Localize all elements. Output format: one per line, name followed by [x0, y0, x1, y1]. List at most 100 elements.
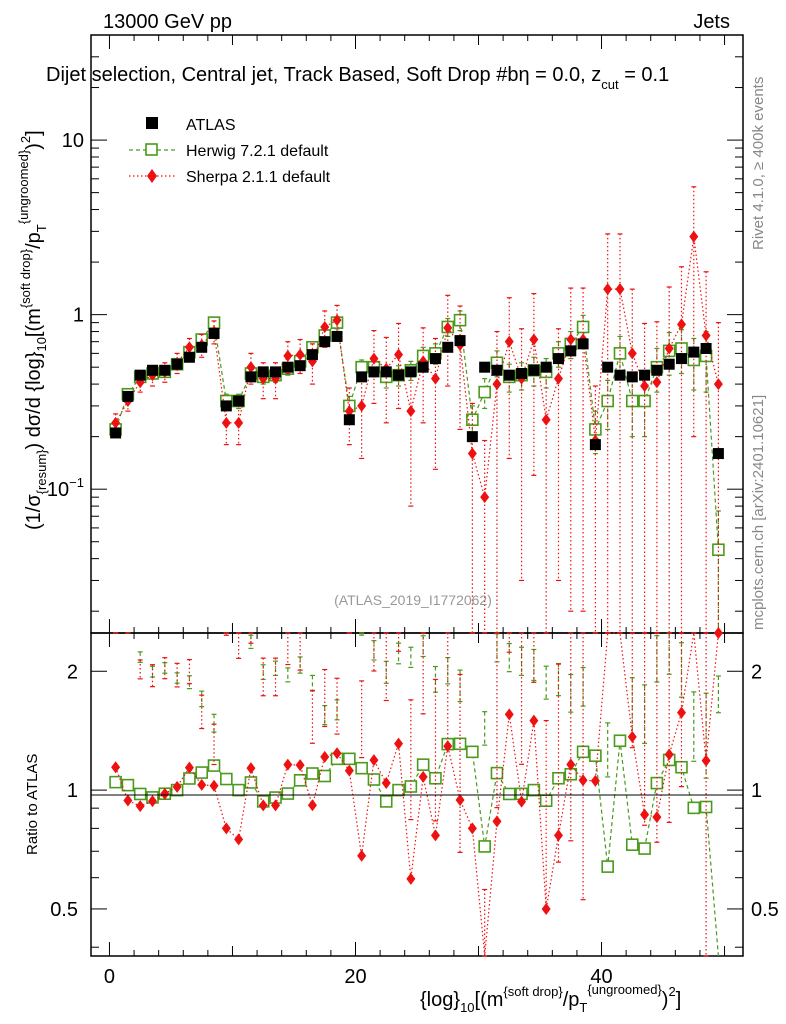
sherpa-ratio-point — [160, 787, 170, 800]
sherpa-ratio-point — [664, 748, 674, 761]
atlas-series-main — [110, 327, 724, 460]
sherpa-ratio-point — [455, 794, 465, 807]
atlas-point — [540, 361, 552, 373]
chart-title-cut: cut — [601, 77, 619, 92]
atlas-point — [466, 431, 478, 443]
sherpa-ratio-point — [197, 778, 207, 791]
sherpa-ratio-point — [578, 774, 588, 787]
atlas-point — [454, 335, 466, 347]
herwig-point — [355, 360, 368, 374]
legend-herwig-marker — [145, 143, 158, 156]
sherpa-ratio-point — [553, 829, 563, 842]
x-tick-label: 40 — [590, 966, 612, 988]
ratio-y-tick-label-right: 2 — [751, 661, 762, 683]
herwig-ratio-point — [675, 760, 688, 774]
atlas-point — [343, 414, 355, 426]
sherpa-ratio-point — [394, 737, 404, 750]
sherpa-series-ratio — [111, 627, 723, 957]
energy-label: 13000 GeV pp — [103, 11, 232, 33]
sherpa-ratio-point — [283, 758, 293, 771]
herwig-ratio-point — [121, 778, 135, 792]
sherpa-ratio-point — [443, 740, 453, 753]
atlas-point — [110, 427, 122, 439]
analysis-id: (ATLAS_2019_I1772062) — [334, 592, 492, 608]
atlas-point — [233, 395, 245, 407]
atlas-point — [356, 371, 368, 383]
atlas-point — [122, 390, 134, 402]
sherpa-ratio-point — [492, 815, 502, 828]
x-axis-label: {log}10[(m{soft drop}/pT{ungroomed})2] — [420, 982, 681, 1015]
sherpa-point — [443, 321, 453, 334]
sherpa-point — [689, 230, 699, 243]
sherpa-point — [111, 416, 121, 429]
herwig-ratio-point — [576, 745, 590, 759]
atlas-point — [503, 369, 515, 381]
herwig-point — [675, 342, 688, 355]
sherpa-point — [615, 283, 625, 296]
sherpa-ratio-point — [640, 808, 650, 821]
sherpa-point — [283, 349, 293, 362]
sherpa-ratio-point — [467, 822, 477, 835]
atlas-point — [700, 342, 712, 354]
sherpa-ratio-point — [234, 833, 244, 846]
herwig-ratio-point — [207, 759, 221, 772]
chart-title: Dijet selection, Central jet, Track Base… — [46, 64, 669, 92]
x-tick-label: 0 — [104, 966, 115, 988]
herwig-point — [613, 347, 627, 360]
sherpa-point — [553, 372, 563, 385]
herwig-ratio-point — [404, 780, 418, 793]
herwig-ratio-point — [109, 775, 122, 789]
atlas-point — [528, 364, 540, 376]
herwig-ratio-point — [392, 783, 405, 797]
axis-ticks: 0 20 40 10−1 1 10 0.5 0.5 1 1 2 2 — [47, 34, 779, 988]
ratio-y-tick-label-right: 1 — [751, 780, 762, 802]
sherpa-ratio-point — [701, 754, 711, 767]
herwig-ratio-point — [429, 771, 442, 785]
herwig-line — [115, 319, 719, 550]
sherpa-ratio-point — [172, 780, 182, 793]
atlas-point — [171, 358, 183, 370]
herwig-ratio-point — [416, 758, 430, 771]
herwig-ratio-point — [232, 783, 245, 797]
herwig-ratio-point — [244, 776, 258, 789]
y-tick-label: 1 — [73, 305, 84, 327]
atlas-point — [147, 364, 159, 376]
herwig-point — [712, 543, 725, 557]
atlas-point — [614, 369, 626, 381]
atlas-point — [183, 351, 195, 363]
y-tick-label: 10−1 — [47, 475, 84, 501]
sherpa-series-main — [111, 186, 723, 634]
atlas-point — [565, 345, 577, 357]
sherpa-point — [234, 416, 244, 429]
atlas-point — [306, 349, 318, 361]
ratio-y-tick-label-left: 0.5 — [50, 899, 78, 921]
sherpa-ratio-point — [307, 799, 317, 812]
sherpa-point — [332, 314, 342, 327]
herwig-ratio-point — [478, 840, 491, 853]
sherpa-point — [480, 491, 490, 504]
sherpa-point — [357, 399, 367, 412]
x-tick-label: 20 — [344, 966, 366, 988]
herwig-ratio-point — [281, 787, 295, 800]
sherpa-ratio-point — [209, 779, 219, 792]
ratio-y-tick-label-left: 1 — [67, 780, 78, 802]
sherpa-point — [344, 405, 354, 418]
ratio-y-axis-label: Ratio to ATLAS — [24, 754, 41, 855]
herwig-ratio-point — [220, 772, 233, 786]
sherpa-ratio-point — [418, 770, 428, 783]
sherpa-ratio-point — [713, 627, 723, 639]
sherpa-line — [115, 236, 719, 498]
atlas-point — [577, 338, 589, 350]
y-tick-label: 10 — [62, 130, 84, 152]
sherpa-ratio-point — [566, 758, 576, 771]
sherpa-point — [652, 376, 662, 389]
sherpa-point — [627, 347, 637, 360]
sherpa-point — [406, 405, 416, 418]
atlas-point — [602, 361, 614, 373]
sherpa-ratio-point — [221, 822, 231, 835]
sherpa-ratio-point — [590, 774, 600, 787]
herwig-ratio-point — [527, 783, 541, 797]
herwig-ratio-point — [650, 776, 664, 790]
herwig-ratio-point — [613, 734, 627, 748]
y-axis-label: (1/σ{resum}) dσ/d {log}10[(m{soft drop}/… — [16, 130, 49, 530]
